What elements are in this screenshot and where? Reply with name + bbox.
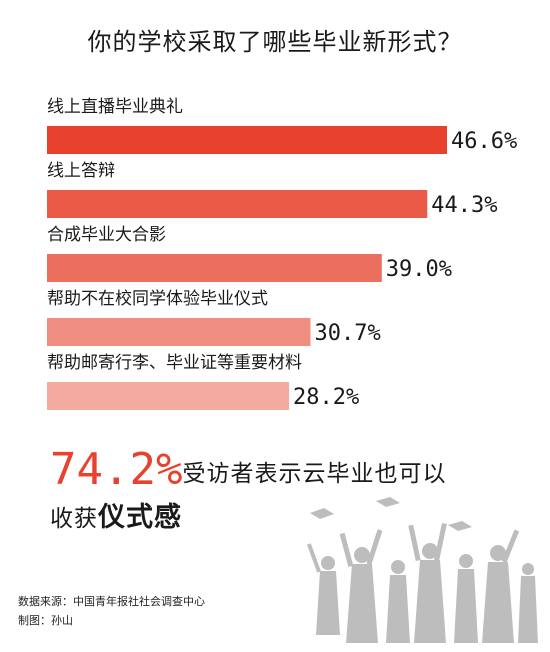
graduates-silhouette-icon xyxy=(306,497,538,643)
data-source: 数据来源：中国青年报社社会调查中心 xyxy=(18,595,205,608)
value-label: 30.7% xyxy=(315,321,381,346)
bar xyxy=(47,254,382,282)
category-label: 合成毕业大合影 xyxy=(47,225,166,245)
value-label: 28.2% xyxy=(293,385,359,410)
category-label: 帮助邮寄行李、毕业证等重要材料 xyxy=(47,353,302,373)
bar-chart: 线上直播毕业典礼 46.6% 线上答辩 44.3% 合成毕业大合影 39.0% 帮助不在校同… xyxy=(47,97,517,410)
chart-maker: 制图：孙山 xyxy=(18,614,73,627)
headline-line2-prefix: 收获 xyxy=(50,506,98,532)
bar xyxy=(47,382,290,410)
category-label: 帮助不在校同学体验毕业仪式 xyxy=(47,289,268,309)
chart-title: 你的学校采取了哪些毕业新形式？ xyxy=(87,28,463,56)
bar xyxy=(47,318,311,346)
headline-line1: 受访者表示云毕业也可以 xyxy=(182,461,447,487)
value-label: 44.3% xyxy=(431,193,497,218)
bar xyxy=(47,190,428,218)
bar xyxy=(47,126,447,154)
value-label: 39.0% xyxy=(386,257,452,282)
headline-emphasis: 仪式感 xyxy=(98,502,182,533)
category-label: 线上直播毕业典礼 xyxy=(47,97,183,117)
value-label: 46.6% xyxy=(451,129,517,154)
category-label: 线上答辩 xyxy=(47,161,115,181)
headline-percent: 74.2% xyxy=(50,444,183,495)
headline: 74.2%受访者表示云毕业也可以 收获仪式感 xyxy=(50,448,530,541)
credits: 数据来源：中国青年报社社会调查中心 制图：孙山 xyxy=(18,592,205,630)
